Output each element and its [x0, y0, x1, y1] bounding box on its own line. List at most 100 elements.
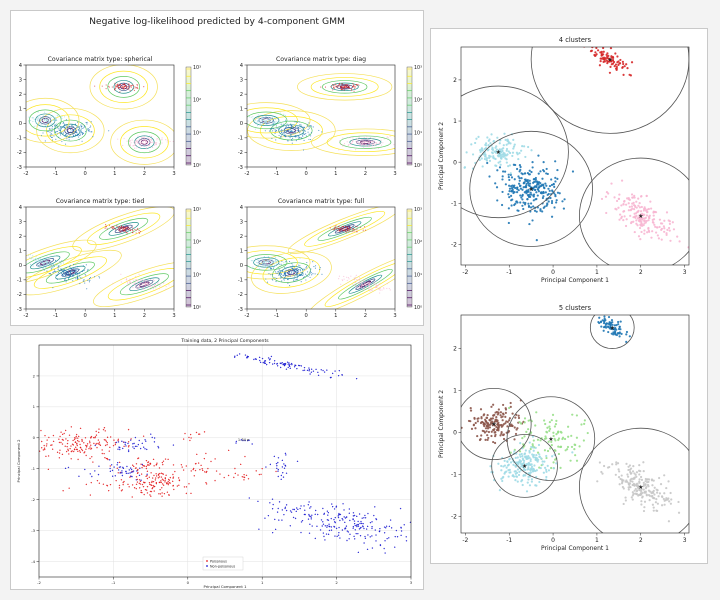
data-point: [127, 280, 129, 282]
data-point: [71, 123, 73, 126]
data-point: [555, 199, 558, 202]
data-point: [320, 86, 322, 88]
data-point: [78, 136, 80, 138]
data-point: [43, 259, 45, 261]
data-point: [90, 131, 92, 133]
contour-line: [247, 111, 288, 130]
data-point: [158, 138, 160, 140]
data-point: [514, 163, 517, 167]
data-point: [69, 270, 71, 272]
data-point: [60, 133, 62, 135]
cluster-points: [27, 111, 70, 129]
data-point: [120, 225, 123, 228]
data-point: [36, 258, 38, 260]
data-point: [343, 87, 345, 89]
data-point: [78, 129, 80, 132]
data-point: [282, 275, 284, 277]
data-point: [82, 280, 84, 282]
data-point: [49, 131, 51, 133]
contour-line: [259, 116, 323, 146]
data-point: [282, 270, 284, 272]
data-point: [278, 274, 280, 276]
data-point: [295, 279, 297, 281]
data-point: [129, 89, 131, 91]
data-point: [65, 129, 67, 131]
cluster-points: [26, 253, 65, 270]
data-point: [512, 190, 515, 193]
data-point: [509, 405, 512, 409]
data-point: [141, 278, 143, 281]
data-point: [284, 114, 286, 116]
data-point: [287, 279, 289, 281]
data-point: [271, 264, 273, 266]
data-point: [345, 230, 347, 232]
data-point: [352, 283, 354, 286]
data-point: [80, 126, 82, 128]
data-point: [43, 265, 45, 267]
data-point: [493, 157, 496, 160]
data-point: [64, 279, 66, 282]
data-point: [616, 55, 619, 58]
data-point: [627, 197, 630, 200]
data-point: [544, 182, 547, 185]
data-point: [354, 281, 356, 284]
data-point: [43, 258, 45, 260]
data-point: [297, 127, 299, 129]
data-point: [279, 121, 281, 123]
contour-line: [135, 280, 154, 289]
data-point: [147, 144, 149, 147]
data-point: [362, 229, 364, 231]
data-point: [535, 185, 538, 188]
data-point: [504, 183, 507, 186]
data-point: [341, 83, 343, 85]
data-point: [527, 188, 530, 191]
data-point: [363, 286, 365, 288]
data-point: [605, 211, 608, 215]
data-point: [598, 316, 601, 319]
contour-line: [39, 116, 52, 125]
data-point: [94, 85, 96, 87]
data-point: [342, 229, 344, 231]
data-point: [278, 130, 280, 132]
contour-line: [128, 131, 161, 154]
data-point: [488, 154, 491, 157]
data-point: [144, 144, 146, 146]
data-point: [289, 272, 291, 274]
data-point: [63, 273, 65, 275]
data-point: [646, 231, 649, 234]
data-point: [542, 191, 545, 194]
data-point: [44, 118, 46, 121]
data-point: [358, 137, 360, 139]
data-point: [350, 89, 353, 91]
colorbar: [406, 208, 413, 308]
data-point: [510, 176, 514, 179]
data-point: [527, 205, 531, 208]
data-point: [251, 260, 253, 262]
data-point: [346, 141, 348, 143]
data-point: [263, 118, 265, 121]
data-point: [645, 214, 649, 217]
data-point: [84, 125, 86, 127]
data-point: [339, 228, 341, 230]
data-point: [368, 140, 370, 142]
data-point: [37, 111, 39, 113]
data-point: [28, 116, 30, 118]
data-point: [508, 164, 512, 167]
data-point: [649, 200, 652, 203]
data-point: [511, 188, 514, 191]
y-tick-label: -4: [31, 559, 35, 564]
data-point: [294, 136, 296, 138]
contour-line: [120, 126, 169, 159]
data-point: [514, 432, 518, 436]
contour-line: [45, 261, 95, 284]
data-point: [338, 149, 340, 151]
data-point: [355, 139, 358, 141]
data-point: [52, 267, 54, 269]
contour-line: [311, 128, 395, 156]
data-point: [68, 132, 70, 134]
data-point: [283, 262, 285, 264]
data-point: [355, 274, 357, 276]
data-point: [609, 65, 612, 69]
data-point: [643, 219, 646, 222]
data-point: [365, 286, 367, 289]
